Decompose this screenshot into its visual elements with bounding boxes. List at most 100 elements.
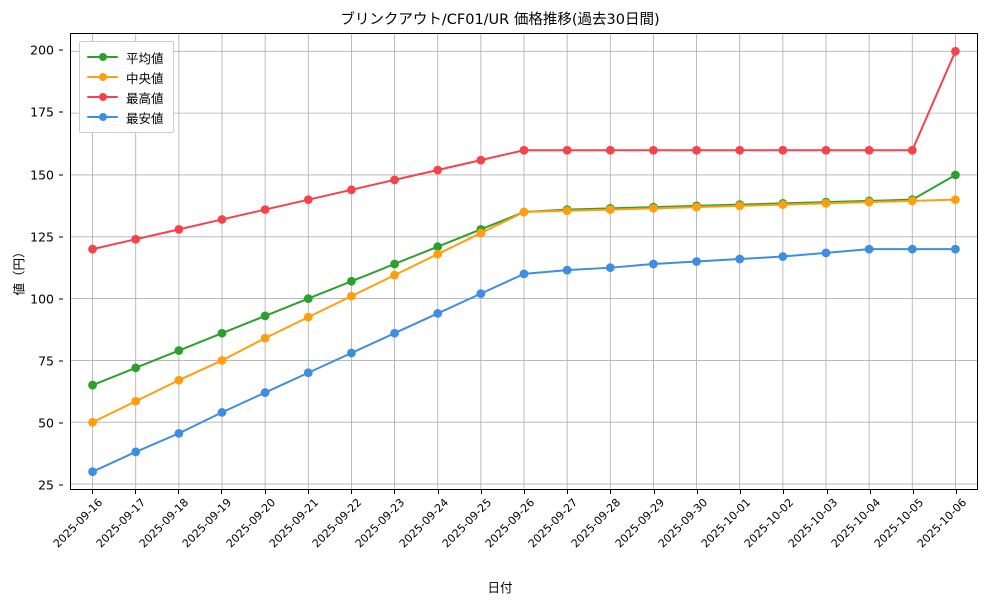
data-point: [864, 145, 874, 155]
data-point: [260, 205, 270, 214]
data-point: [88, 467, 97, 477]
x-tick-mark: [610, 490, 612, 494]
y-tick-label: 25: [38, 477, 54, 493]
y-tick-mark: [59, 422, 63, 424]
data-point: [217, 356, 227, 365]
data-point: [174, 428, 184, 438]
data-point: [260, 388, 270, 397]
data-point: [303, 312, 313, 322]
y-tick-label: 50: [38, 415, 54, 431]
data-point: [907, 244, 917, 254]
y-tick-label: 150: [30, 167, 54, 183]
data-point: [735, 201, 745, 211]
x-tick-mark: [740, 490, 742, 494]
data-point: [390, 175, 399, 185]
series-3: [88, 46, 960, 254]
data-point: [347, 276, 356, 286]
data-point: [907, 196, 917, 206]
y-tick-mark: [59, 174, 63, 176]
x-tick-mark: [351, 490, 353, 494]
y-tick-mark: [59, 49, 63, 51]
data-point: [131, 396, 141, 406]
data-point: [476, 289, 486, 299]
data-point: [605, 145, 615, 155]
x-tick-mark: [394, 490, 396, 494]
data-point: [649, 145, 658, 155]
data-point: [217, 215, 227, 224]
data-point: [649, 259, 658, 269]
data-point: [303, 368, 313, 378]
data-point: [390, 328, 399, 338]
data-point: [131, 363, 141, 373]
y-tick-label: 100: [30, 291, 54, 307]
x-tick-mark: [696, 490, 698, 494]
data-point: [735, 145, 745, 155]
x-axis-tick-labels: 2025-09-16 2025-09-17 2025-09-18 2025-09-19…: [50, 496, 978, 566]
x-tick-mark: [524, 490, 525, 494]
data-point: [735, 254, 745, 264]
y-tick-mark: [59, 484, 63, 486]
data-point: [131, 447, 141, 457]
data-point: [260, 333, 270, 343]
data-point: [260, 311, 270, 321]
legend-item-4[interactable]: 最安値: [87, 107, 164, 127]
y-tick-mark: [59, 236, 63, 238]
data-point: [476, 228, 486, 238]
data-point: [692, 145, 701, 155]
data-point: [778, 145, 788, 155]
data-point: [390, 259, 399, 269]
data-point: [519, 145, 529, 155]
data-point: [951, 195, 960, 205]
data-point: [605, 263, 615, 273]
data-point: [519, 269, 529, 279]
data-point: [821, 145, 831, 155]
y-tick-label: 175: [30, 104, 54, 120]
x-tick-mark: [567, 490, 569, 494]
x-tick-mark: [91, 490, 93, 494]
legend-item-2[interactable]: 中央値: [87, 67, 164, 87]
data-point: [951, 244, 960, 254]
series-4: [88, 244, 960, 477]
x-tick-mark: [437, 490, 439, 494]
legend-label: 平均値: [126, 50, 164, 66]
legend-item-3[interactable]: 最高値: [87, 87, 164, 107]
data-point: [821, 199, 831, 208]
y-tick-label: 125: [30, 229, 54, 245]
data-series-layer: [88, 46, 960, 477]
data-point: [303, 195, 313, 205]
data-point: [692, 202, 701, 212]
data-point: [907, 145, 917, 155]
data-point: [692, 257, 701, 266]
data-point: [303, 294, 313, 303]
x-tick-mark: [480, 490, 482, 494]
data-point: [562, 145, 572, 155]
data-point: [821, 248, 831, 258]
data-point: [217, 328, 227, 338]
x-tick-mark: [134, 490, 136, 494]
data-point: [951, 170, 960, 180]
legend-label: 最安値: [126, 110, 164, 126]
y-tick-label: 75: [38, 353, 54, 369]
data-point: [562, 265, 572, 275]
legend-item-1[interactable]: 平均値: [87, 47, 164, 67]
data-point: [131, 234, 141, 244]
data-point: [562, 206, 572, 216]
legend-swatch-icon: [87, 91, 118, 103]
data-point: [864, 244, 874, 254]
y-tick-mark: [59, 111, 63, 113]
data-point: [88, 417, 97, 427]
x-tick-mark: [653, 490, 655, 494]
x-tick-mark: [913, 490, 915, 494]
data-point: [390, 270, 399, 280]
legend-swatch-icon: [87, 51, 118, 63]
legend-label: 中央値: [126, 70, 164, 86]
series-2: [88, 195, 960, 427]
legend-swatch-icon: [87, 71, 118, 83]
x-axis-tick-marks: [70, 490, 978, 498]
y-tick-mark: [59, 360, 63, 362]
data-point: [951, 46, 960, 56]
data-point: [217, 407, 227, 417]
legend-label: 最高値: [126, 90, 164, 106]
data-point: [649, 203, 658, 213]
plot-area: [70, 33, 978, 490]
